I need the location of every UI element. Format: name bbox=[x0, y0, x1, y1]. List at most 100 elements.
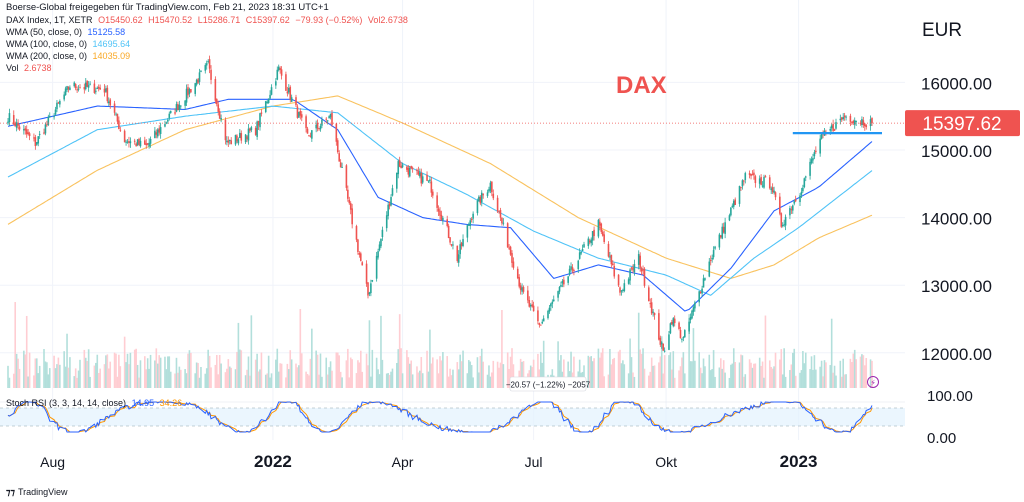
volume-bar bbox=[115, 353, 117, 388]
candle-body bbox=[407, 167, 410, 175]
volume-bar bbox=[411, 374, 414, 388]
candle-body bbox=[702, 278, 705, 288]
candle-body bbox=[809, 161, 811, 176]
candle-body bbox=[684, 330, 686, 338]
volume-bar bbox=[809, 369, 811, 388]
candle-body bbox=[56, 102, 58, 110]
candle-body bbox=[87, 85, 90, 88]
candle-body bbox=[239, 132, 241, 138]
candle-body bbox=[671, 321, 673, 325]
volume-bar bbox=[214, 364, 217, 388]
candle-body bbox=[793, 201, 796, 204]
candle-body bbox=[378, 244, 381, 251]
volume-bar bbox=[853, 349, 856, 388]
candle-body bbox=[851, 121, 853, 123]
candle-body bbox=[390, 197, 392, 206]
volume-bar bbox=[712, 350, 715, 388]
candle-body bbox=[456, 245, 459, 261]
candle-body bbox=[367, 282, 369, 296]
candle-body bbox=[650, 302, 653, 314]
volume-bar bbox=[325, 357, 328, 388]
candle-body bbox=[488, 189, 490, 192]
candle-body bbox=[558, 286, 561, 292]
volume-bar bbox=[43, 349, 45, 388]
volume-bar bbox=[799, 372, 801, 388]
volume-bar bbox=[47, 374, 50, 388]
candle-body bbox=[37, 136, 40, 144]
lightning-icon[interactable] bbox=[867, 376, 879, 388]
candle-body bbox=[550, 303, 552, 307]
volume-bar bbox=[648, 375, 650, 388]
volume-bar bbox=[249, 375, 251, 388]
candle-body bbox=[109, 99, 112, 106]
wma50-label: WMA (50, close, 0) bbox=[6, 27, 83, 37]
candle-body bbox=[321, 119, 323, 126]
stoch-legend[interactable]: Stoch RSI (3, 3, 14, 14, close) 14.95 34… bbox=[6, 397, 185, 409]
volume-bar bbox=[637, 312, 640, 388]
volume-bar bbox=[859, 356, 862, 388]
y-tick-label: 15000.00 bbox=[921, 142, 992, 161]
candle-body bbox=[365, 263, 368, 284]
candle-body bbox=[420, 172, 423, 184]
candle-body bbox=[15, 122, 18, 128]
volume-bar bbox=[446, 356, 448, 388]
volume-bar bbox=[851, 362, 853, 388]
crosshair-tooltip bbox=[509, 376, 587, 392]
y-tick-label: 12000.00 bbox=[921, 345, 992, 364]
volume-bar bbox=[79, 359, 81, 388]
volume-bar bbox=[612, 359, 614, 388]
candle-body bbox=[630, 267, 633, 269]
candle-body bbox=[704, 278, 706, 280]
volume-legend[interactable]: Vol 2.6738 bbox=[6, 62, 55, 74]
candle-body bbox=[812, 157, 814, 161]
candle-body bbox=[845, 116, 847, 118]
candle-body bbox=[48, 115, 51, 117]
candle-body bbox=[305, 116, 307, 129]
candle-body bbox=[178, 104, 181, 111]
candle-body bbox=[264, 101, 267, 113]
candle-body bbox=[466, 225, 469, 238]
volume-bar bbox=[53, 355, 55, 388]
candle-body bbox=[548, 307, 551, 312]
candle-body bbox=[335, 123, 338, 142]
candle-body bbox=[590, 239, 592, 244]
wma200-legend[interactable]: WMA (200, close, 0) 14035.09 bbox=[6, 50, 133, 62]
volume-bar bbox=[18, 368, 21, 388]
candle-body bbox=[612, 263, 614, 266]
candle-body bbox=[540, 324, 542, 326]
volume-bar bbox=[168, 356, 171, 388]
volume-bar bbox=[236, 351, 238, 388]
volume-bar bbox=[299, 309, 302, 388]
candle-body bbox=[234, 135, 237, 145]
volume-bar bbox=[601, 348, 604, 388]
volume-bar bbox=[721, 368, 724, 388]
volume-bar bbox=[832, 372, 834, 388]
volume-bar bbox=[623, 364, 626, 388]
wma100-legend[interactable]: WMA (100, close, 0) 14695.64 bbox=[6, 38, 133, 50]
volume-bar bbox=[97, 372, 100, 388]
tradingview-brand[interactable]: ⁊⁊ TradingView bbox=[6, 487, 67, 498]
candle-body bbox=[491, 181, 493, 193]
candle-body bbox=[527, 290, 529, 301]
volume-bar bbox=[378, 374, 381, 388]
candle-body bbox=[267, 98, 270, 104]
candle-body bbox=[108, 101, 110, 104]
volume-bar bbox=[328, 367, 330, 388]
candle-body bbox=[18, 126, 21, 130]
candle-body bbox=[77, 88, 80, 90]
volume-bar bbox=[103, 364, 106, 388]
volume-bar bbox=[610, 364, 613, 388]
candle-body bbox=[476, 200, 479, 214]
candle-body bbox=[597, 219, 600, 237]
candle-body bbox=[449, 237, 451, 243]
candle-body bbox=[761, 185, 764, 187]
candle-body bbox=[640, 268, 643, 272]
candle-body bbox=[125, 141, 127, 143]
wma50-legend[interactable]: WMA (50, close, 0) 15125.58 bbox=[6, 26, 128, 38]
volume-bar bbox=[457, 369, 460, 388]
volume-bar bbox=[678, 370, 680, 388]
volume-bar bbox=[660, 336, 663, 388]
volume-bar bbox=[309, 358, 312, 388]
volume-bar bbox=[89, 376, 91, 388]
